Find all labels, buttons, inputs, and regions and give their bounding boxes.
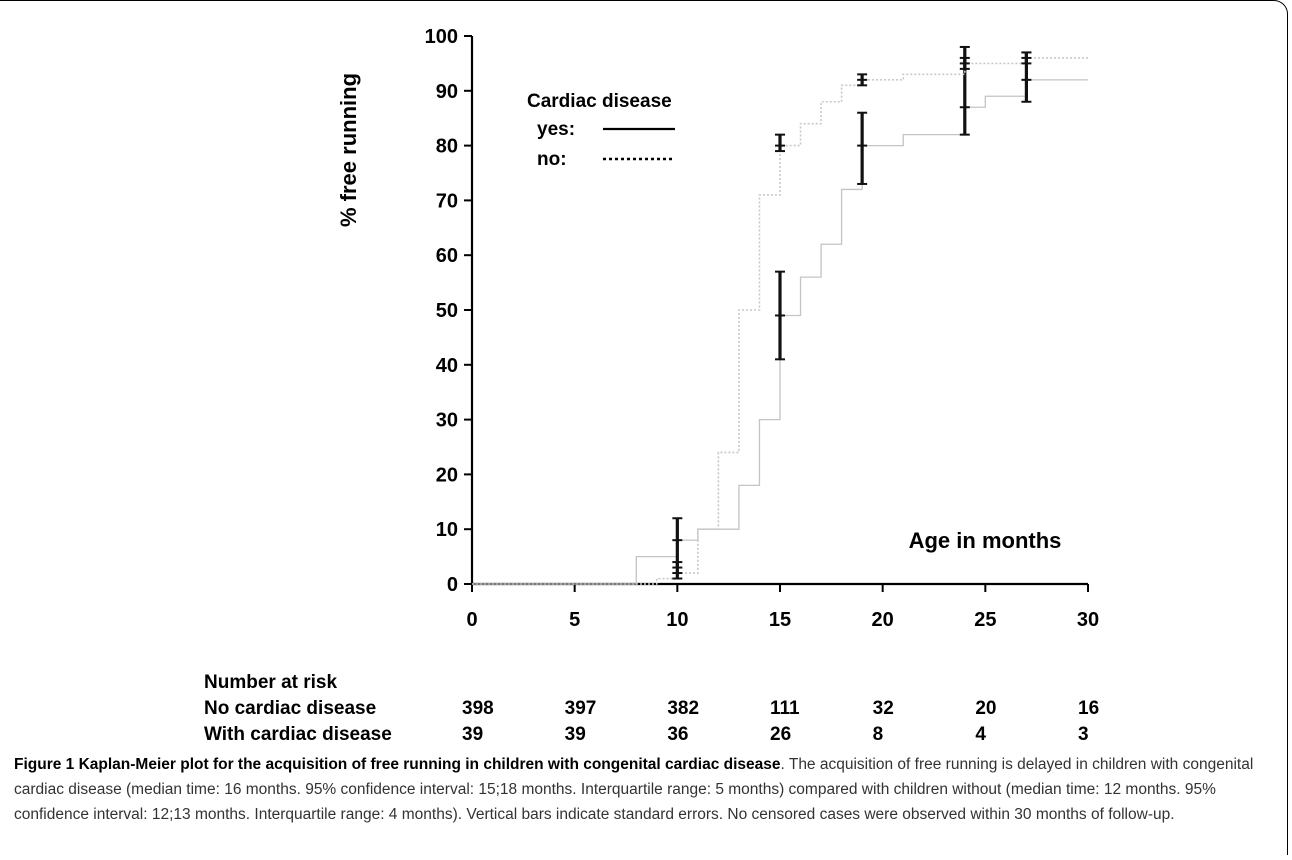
risk-cell: 39 [565, 724, 586, 745]
risk-cell: 398 [462, 698, 494, 719]
risk-row-label: No cardiac disease [204, 698, 376, 719]
error-bar-yes [857, 111, 868, 185]
y-tick-label: 60 [436, 245, 458, 267]
x-tick-label: 30 [1077, 609, 1099, 631]
risk-cell: 3 [1078, 724, 1089, 745]
x-tick-label: 10 [666, 609, 688, 631]
y-tick-label: 0 [447, 574, 458, 596]
y-tick-label: 100 [425, 26, 458, 48]
x-tick-label: 5 [569, 609, 580, 631]
caption-label: Figure 1 Kaplan-Meier plot for the acqui… [14, 756, 781, 773]
error-bar-no [1021, 51, 1032, 65]
figure-caption: Figure 1 Kaplan-Meier plot for the acqui… [14, 752, 1282, 827]
risk-cell: 39 [462, 724, 483, 745]
legend-label-1: no: [537, 149, 567, 170]
series-yes [472, 45, 1088, 585]
y-tick-label: 20 [436, 464, 458, 486]
caption-text: . The acquisition of free running is del… [14, 756, 1254, 823]
error-bar-no [672, 561, 683, 580]
error-bar-yes [672, 517, 683, 569]
axes: 0 10 20 30 40 50 60 70 80 90 100 0 5 10 15 20 25 30 % free… [336, 26, 1099, 631]
series-no [472, 51, 1088, 585]
risk-cell: 16 [1078, 698, 1099, 719]
legend-label-0: yes: [537, 119, 575, 140]
error-bar-no [857, 73, 868, 87]
x-tick-label: 25 [974, 609, 996, 631]
error-bar-no [775, 133, 785, 153]
y-tick-label: 70 [436, 190, 458, 212]
y-tick-label: 90 [436, 81, 458, 103]
x-axis-label: Age in months [909, 528, 1062, 553]
risk-cell: 382 [667, 698, 699, 719]
risk-cell: 32 [873, 698, 894, 719]
x-tick-label: 0 [466, 609, 477, 631]
risk-cell: 397 [565, 698, 597, 719]
y-tick-label: 40 [436, 355, 458, 377]
series-layer [472, 45, 1088, 585]
risk-cell: 111 [770, 698, 800, 719]
legend-title: Cardiac disease [527, 91, 672, 112]
y-tick-label: 30 [436, 410, 458, 432]
series-line-no [472, 57, 1088, 585]
x-tick-label: 20 [872, 609, 894, 631]
risk-cell: 4 [975, 724, 986, 745]
risk-cell: 36 [667, 724, 688, 745]
risk-table-title: Number at risk [204, 672, 337, 693]
y-tick-label: 80 [436, 136, 458, 158]
y-axis-label: % free running [336, 73, 361, 227]
kaplan-meier-chart: 0 10 20 30 40 50 60 70 80 90 100 0 5 10 15 20 25 30 % free… [204, 26, 1099, 745]
legend: Cardiac disease yes: no: [527, 91, 675, 170]
y-tick-label: 50 [436, 300, 458, 322]
x-tick-label: 15 [769, 609, 791, 631]
error-bar-yes [775, 270, 785, 361]
risk-cell: 8 [873, 724, 884, 745]
error-bar-no [959, 56, 970, 70]
risk-cell: 26 [770, 724, 791, 745]
risk-row-label: With cardiac disease [204, 724, 392, 745]
y-tick-label: 10 [436, 519, 458, 541]
risk-cell: 20 [975, 698, 996, 719]
